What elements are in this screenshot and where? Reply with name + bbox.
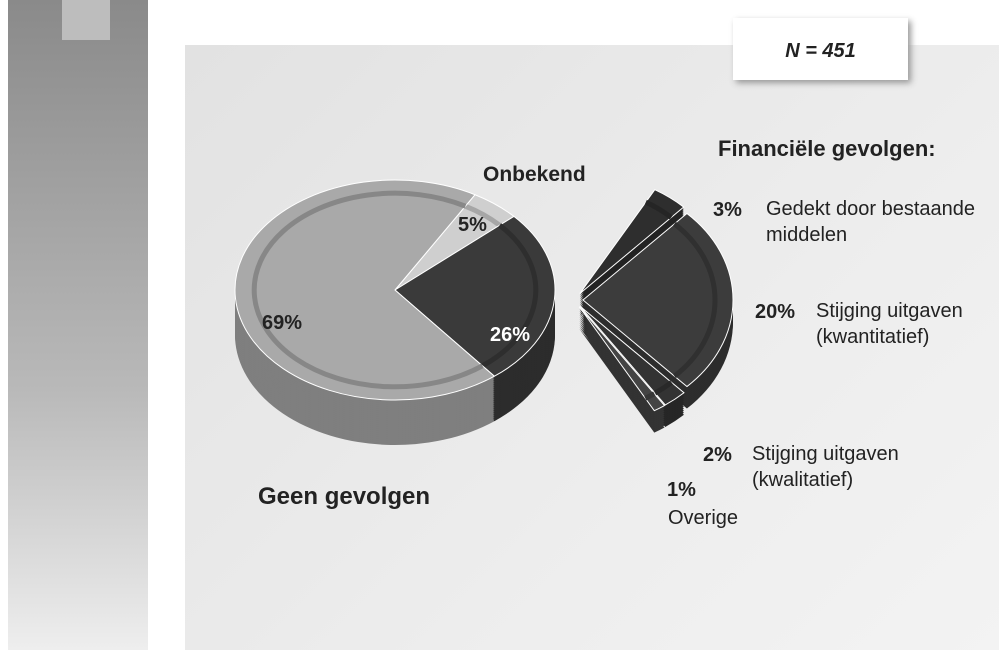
value-label: 5% [458,214,487,236]
value-label: 69% [262,312,303,334]
category-label: Onbekend [483,163,586,186]
category-label: Stijging uitgaven (kwantitatief) [816,300,963,348]
value-label: 1% [667,479,696,501]
value-label: 26% [490,324,531,346]
side-strip [8,0,148,650]
slice [234,179,496,401]
slice-rim [481,223,539,369]
n-box [733,18,908,80]
slice [394,215,556,377]
breakdown-title: Financiële gevolgen: [718,136,936,161]
category-label: Geen gevolgen [258,483,431,510]
annotation: N = 451 [785,40,856,62]
value-label: 3% [713,199,742,221]
slice-rim [672,221,718,379]
category-label: Overige [668,507,739,529]
slice-rim [464,203,502,228]
value-label: 20% [755,301,796,323]
strip-tab [62,0,110,40]
slice [579,189,685,294]
slice-rim [644,391,656,401]
slice-rim [653,380,674,396]
category-label: Stijging uitgaven (kwalitatief) [752,443,899,491]
slice [582,212,734,388]
slice-rim [251,190,484,390]
category-label: Gedekt door bestaande middelen [766,198,976,246]
slice [579,305,685,406]
slice [578,306,666,412]
slice-rim [644,199,673,220]
value-label: 2% [703,444,732,466]
